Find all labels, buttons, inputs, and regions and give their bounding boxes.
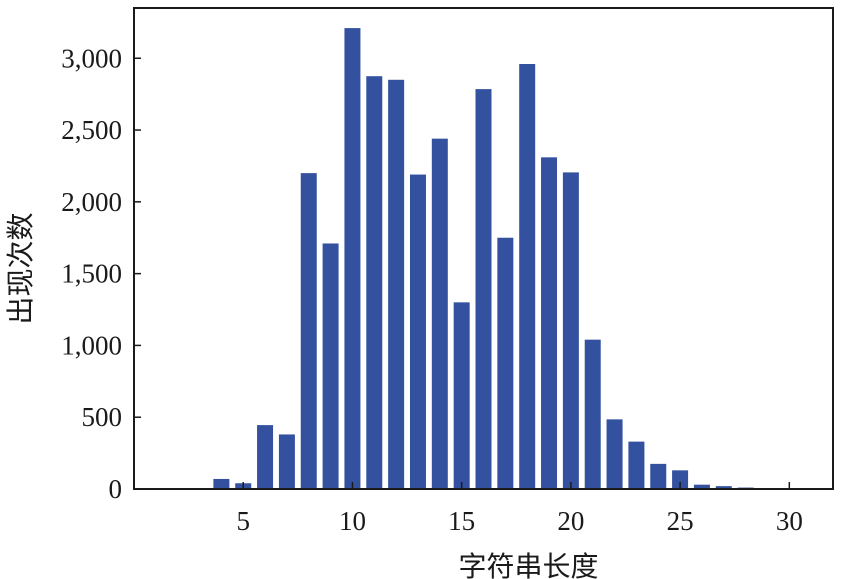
y-tick-label: 2,000	[61, 187, 122, 217]
bar-length-26	[693, 484, 710, 489]
plot-frame	[133, 7, 834, 490]
bar-length-21	[584, 339, 601, 489]
bar-length-6	[257, 425, 274, 489]
bar-length-13	[409, 174, 426, 489]
bar-length-17	[497, 237, 514, 489]
bars	[213, 28, 754, 490]
bar-length-19	[541, 157, 558, 489]
bar-length-18	[519, 64, 536, 489]
y-tick-label: 2,500	[61, 115, 122, 145]
bar-length-12	[388, 79, 405, 489]
x-tick-label: 5	[236, 506, 250, 536]
bar-length-23	[628, 441, 645, 489]
bar-length-24	[650, 463, 667, 489]
bar-length-16	[475, 89, 492, 490]
bar-length-7	[278, 434, 295, 489]
bar-length-11	[366, 76, 383, 489]
y-tick-label: 1,000	[61, 330, 122, 360]
bar-length-20	[562, 172, 579, 489]
bar-length-4	[213, 478, 230, 489]
y-axis-ticks: 0 500 1,000 1,500 2,000 2,500 3,000	[61, 43, 141, 504]
x-tick-label: 30	[776, 506, 803, 536]
y-tick-label: 500	[82, 402, 123, 432]
x-tick-label: 20	[557, 506, 584, 536]
bar-length-27	[715, 486, 732, 489]
x-tick-label: 15	[448, 506, 475, 536]
x-axis-ticks: 5 10 15 20 25 30	[236, 482, 803, 536]
x-tick-label: 25	[667, 506, 694, 536]
bar-length-8	[300, 173, 317, 489]
bar-length-25	[672, 470, 689, 489]
y-tick-label: 1,500	[61, 259, 122, 289]
bar-length-15	[453, 302, 470, 489]
y-axis-title: 出现次数	[4, 212, 37, 324]
y-tick-label: 0	[109, 474, 123, 504]
x-tick-label: 10	[339, 506, 366, 536]
bar-length-10	[344, 28, 361, 489]
x-axis-title: 字符串长度	[458, 550, 598, 579]
bar-length-14	[431, 138, 448, 489]
bar-length-22	[606, 419, 623, 489]
bar-length-9	[322, 243, 339, 489]
y-tick-label: 3,000	[61, 43, 122, 73]
